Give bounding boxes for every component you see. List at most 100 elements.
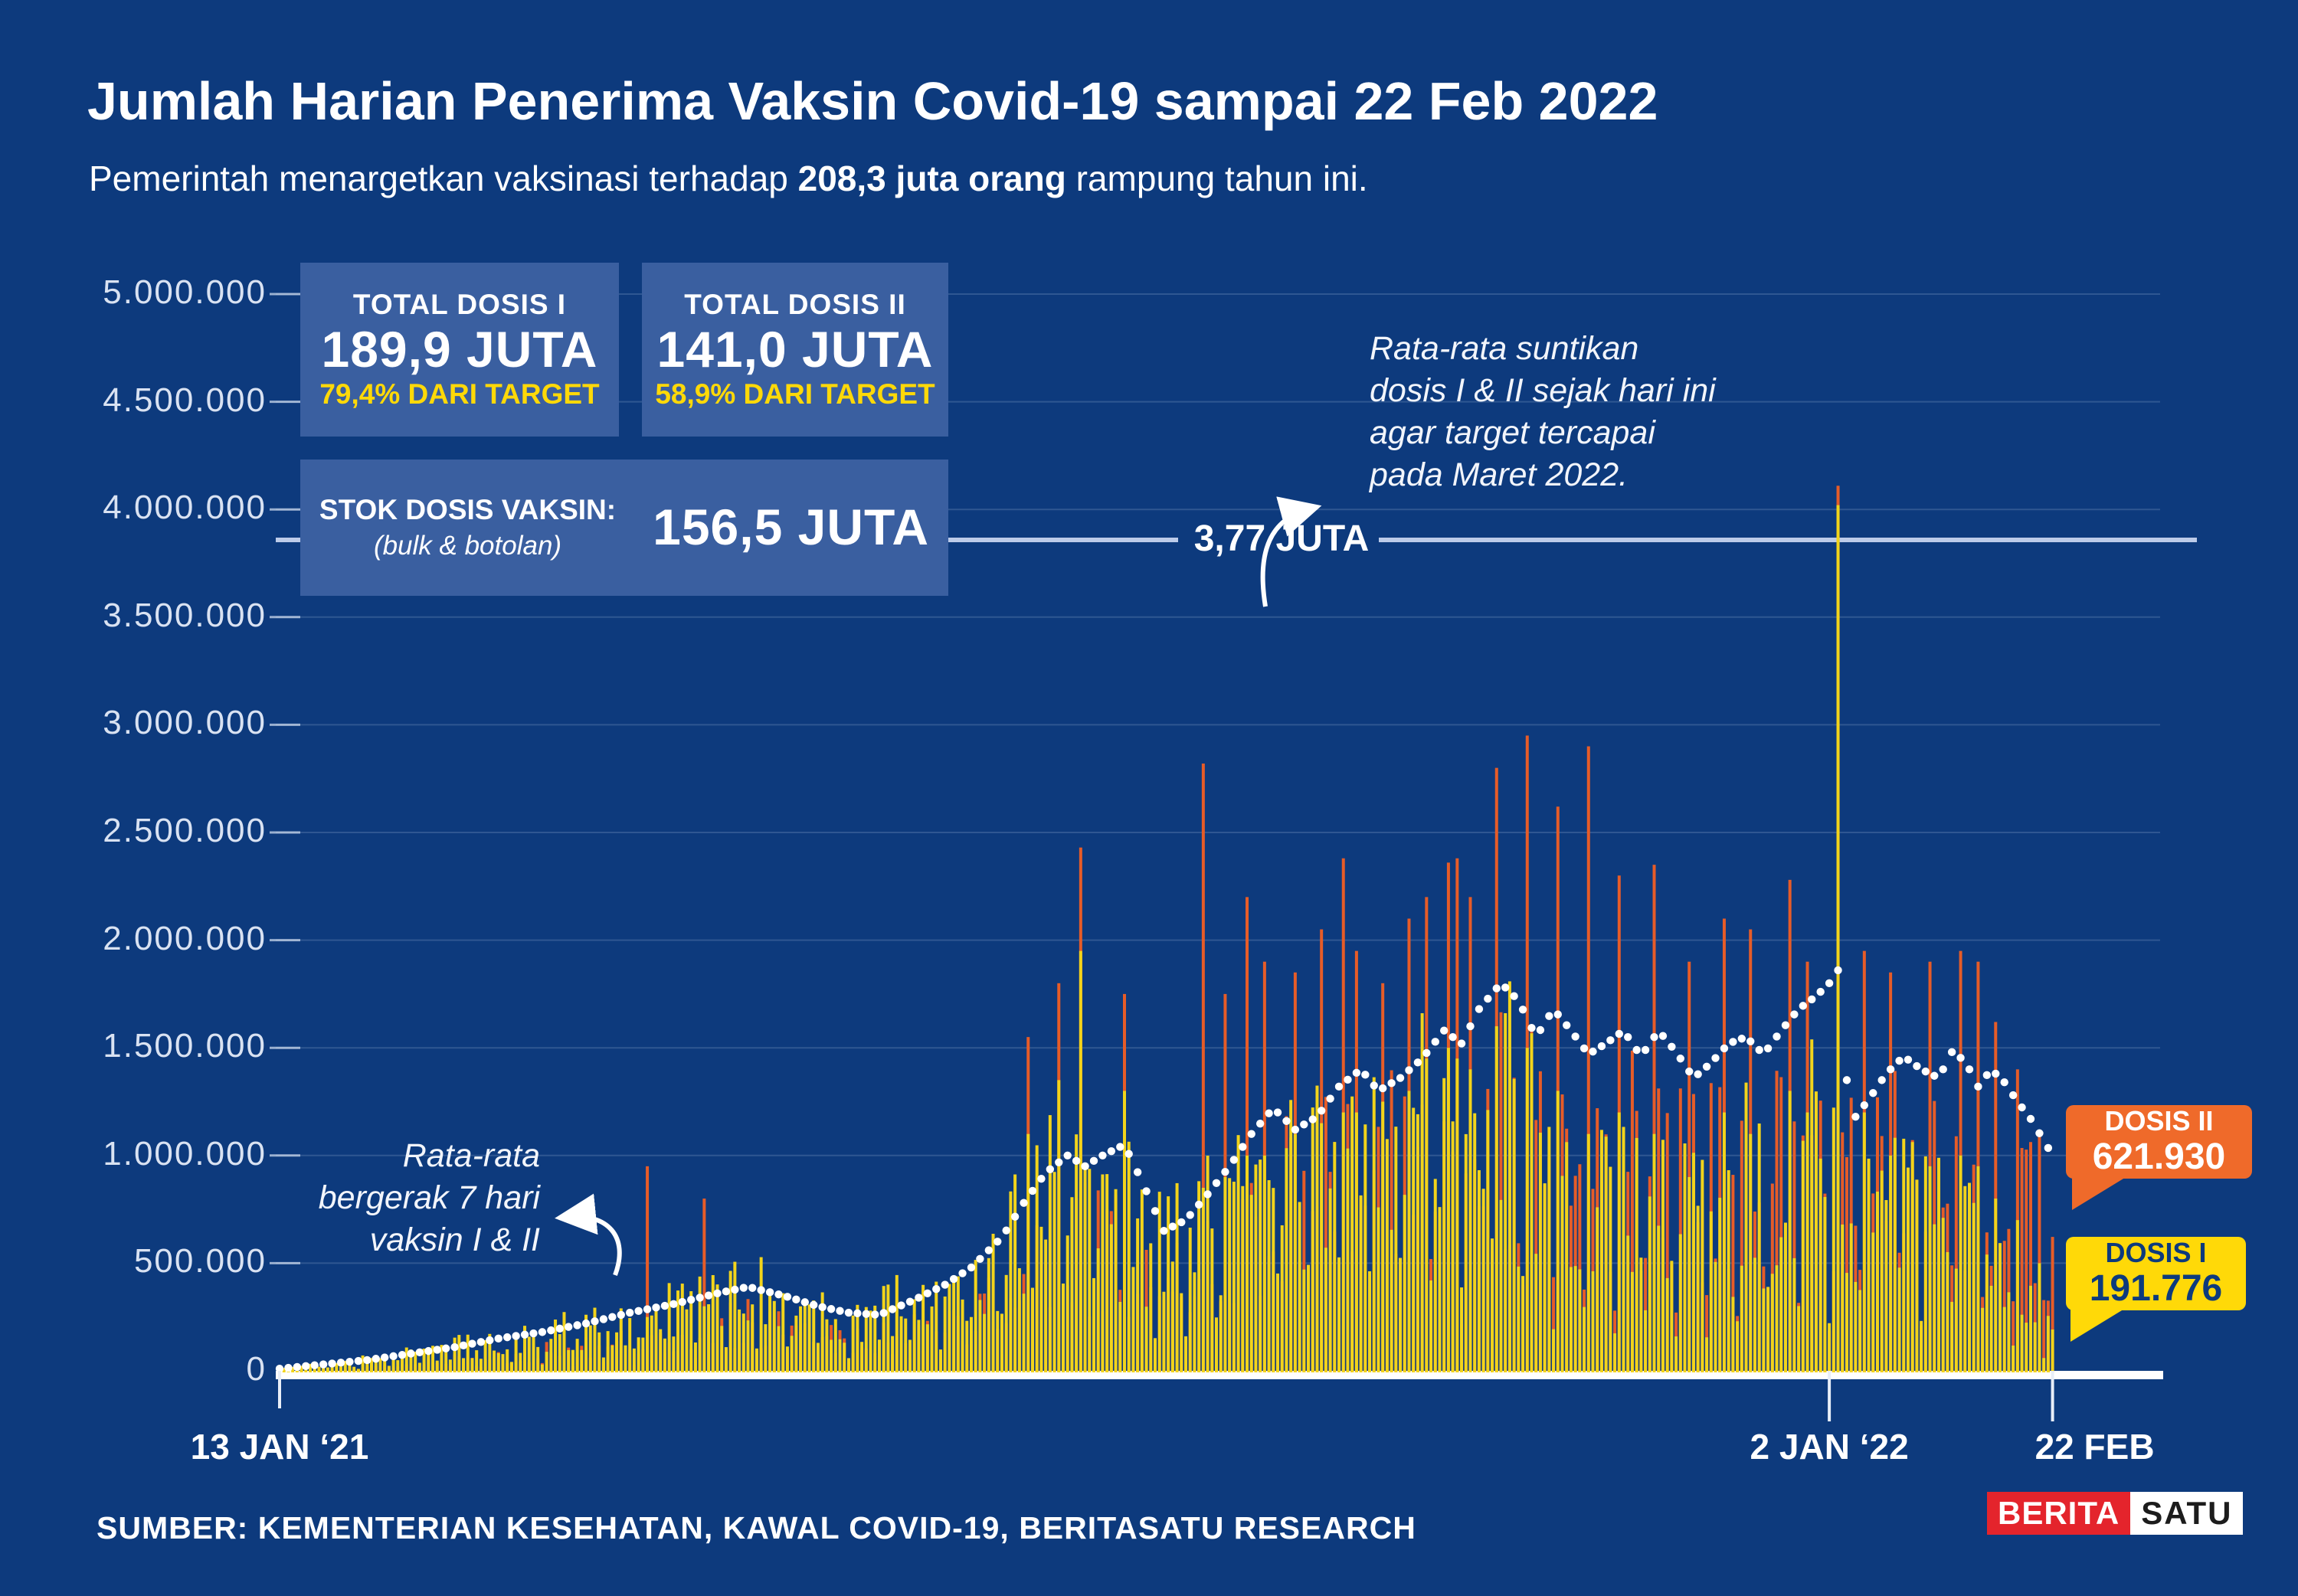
bar-dosis1 — [1298, 1202, 1301, 1372]
bar-dosis1 — [751, 1304, 755, 1372]
stok-dosis-box: STOK DOSIS VAKSIN: (bulk & botolan) 156,… — [300, 460, 948, 596]
moving-average-annotation: Rata-rata bergerak 7 hari vaksin I & II — [230, 1135, 540, 1261]
moving-average-dot — [678, 1297, 686, 1307]
bar-dosis1 — [1871, 1232, 1875, 1372]
bar-dosis1 — [444, 1349, 448, 1372]
moving-average-dot — [1921, 1067, 1930, 1076]
bar-dosis2 — [1390, 1070, 1393, 1372]
moving-average-dot — [1773, 1032, 1781, 1041]
bar-dosis1 — [1337, 1257, 1341, 1372]
moving-average-dot — [1790, 1010, 1799, 1019]
moving-average-arrow — [555, 1193, 622, 1277]
bar-dosis1 — [387, 1365, 391, 1372]
moving-average-dot — [1081, 1162, 1089, 1171]
moving-average-dot — [1334, 1082, 1344, 1091]
bar-dosis1 — [899, 1316, 903, 1372]
target-average-arrow — [1260, 496, 1322, 607]
bar-dosis1 — [2051, 1329, 2054, 1372]
bar-dosis1 — [873, 1305, 877, 1372]
bar-dosis1 — [680, 1284, 684, 1372]
moving-average-dot — [1072, 1156, 1081, 1166]
stok-dosis-label: STOK DOSIS VAKSIN: — [319, 494, 617, 525]
moving-average-dot — [1895, 1056, 1904, 1065]
bar-dosis1 — [1259, 1159, 1262, 1372]
bar-dosis1 — [282, 1368, 286, 1372]
moving-average-dot — [1842, 1076, 1851, 1084]
bar-dosis1 — [624, 1345, 627, 1372]
bar-dosis1 — [1381, 1101, 1385, 1372]
bar-dosis1 — [641, 1337, 645, 1372]
bar-dosis1 — [632, 1348, 636, 1372]
bar-dosis1 — [1823, 1196, 1827, 1372]
moving-average-dot — [502, 1333, 512, 1342]
moving-average-dot — [1947, 1048, 1956, 1057]
bar-dosis1 — [1845, 1273, 1848, 1372]
bar-dosis1 — [309, 1363, 313, 1372]
bar-dosis1 — [1936, 1157, 1940, 1372]
moving-average-dot — [599, 1315, 608, 1323]
bar-dosis1 — [1661, 1140, 1665, 1372]
bar-dosis1 — [733, 1261, 737, 1372]
bar-dosis2 — [1586, 746, 1590, 1372]
bar-dosis1 — [799, 1306, 803, 1372]
moving-average-dot — [862, 1310, 871, 1318]
bar-dosis1 — [1009, 1191, 1013, 1372]
bar-dosis1 — [462, 1358, 466, 1372]
stok-dosis-sublabel: (bulk & botolan) — [373, 531, 562, 561]
bar-dosis1 — [1039, 1226, 1043, 1372]
bar-dosis1 — [987, 1258, 990, 1372]
bar-dosis1 — [886, 1284, 890, 1372]
bar-dosis1 — [1775, 1265, 1779, 1372]
moving-average-dot — [915, 1293, 923, 1302]
bar-dosis1 — [838, 1339, 842, 1372]
bar-dosis1 — [1613, 1333, 1617, 1372]
moving-average-dot — [424, 1346, 433, 1356]
bar-dosis1 — [1399, 1258, 1403, 1372]
bar-dosis1 — [1105, 1174, 1109, 1372]
moving-average-dot — [941, 1280, 949, 1289]
bar-dosis2 — [2012, 1301, 2015, 1372]
bar-dosis1 — [1249, 1195, 1253, 1372]
bar-dosis1 — [1035, 1145, 1039, 1372]
moving-average-dot — [1378, 1084, 1387, 1093]
bar-dosis1 — [1933, 1224, 1936, 1372]
bar-dosis1 — [558, 1334, 561, 1372]
bar-dosis1 — [1586, 1133, 1590, 1372]
moving-average-dot — [1694, 1070, 1702, 1078]
bar-dosis2 — [2029, 1142, 2032, 1372]
y-axis-label: 4.000.000 — [103, 489, 267, 527]
bar-dosis1 — [1425, 1058, 1429, 1372]
moving-average-dot — [1002, 1226, 1010, 1235]
bar-dosis1 — [1442, 1078, 1446, 1372]
bar-dosis1 — [1740, 1265, 1743, 1372]
moving-average-dot — [1194, 1200, 1203, 1209]
bar-dosis1 — [803, 1302, 807, 1372]
bar-dosis1 — [1215, 1317, 1219, 1372]
bar-dosis1 — [1674, 1336, 1678, 1372]
bar-dosis1 — [1889, 1155, 1893, 1372]
bar-dosis1 — [383, 1358, 387, 1372]
bar-dosis1 — [479, 1359, 483, 1372]
moving-average-dot — [731, 1285, 739, 1294]
bar-dosis1 — [1473, 1113, 1477, 1372]
bar-dosis1 — [738, 1309, 741, 1372]
moving-average-dot — [696, 1293, 704, 1302]
bar-dosis1 — [326, 1367, 329, 1372]
total-dosis-1-value: 189,9 JUTA — [321, 320, 598, 378]
moving-average-dot — [923, 1289, 932, 1297]
moving-average-dot — [1466, 1022, 1475, 1031]
bar-dosis1 — [851, 1315, 855, 1372]
moving-average-dot — [1563, 1021, 1571, 1029]
bar-dosis1 — [1101, 1174, 1105, 1372]
moving-average-dot — [1668, 1042, 1676, 1051]
bar-dosis1 — [1127, 1141, 1131, 1372]
bar-dosis1 — [361, 1355, 365, 1372]
bar-dosis1 — [352, 1366, 356, 1372]
bar-dosis2 — [2020, 1148, 2024, 1372]
bar-dosis1 — [409, 1349, 413, 1372]
moving-average-dot — [380, 1353, 389, 1362]
bar-dosis1 — [755, 1348, 758, 1372]
y-axis-label: 0 — [246, 1350, 267, 1388]
bar-dosis2 — [1731, 1175, 1735, 1372]
